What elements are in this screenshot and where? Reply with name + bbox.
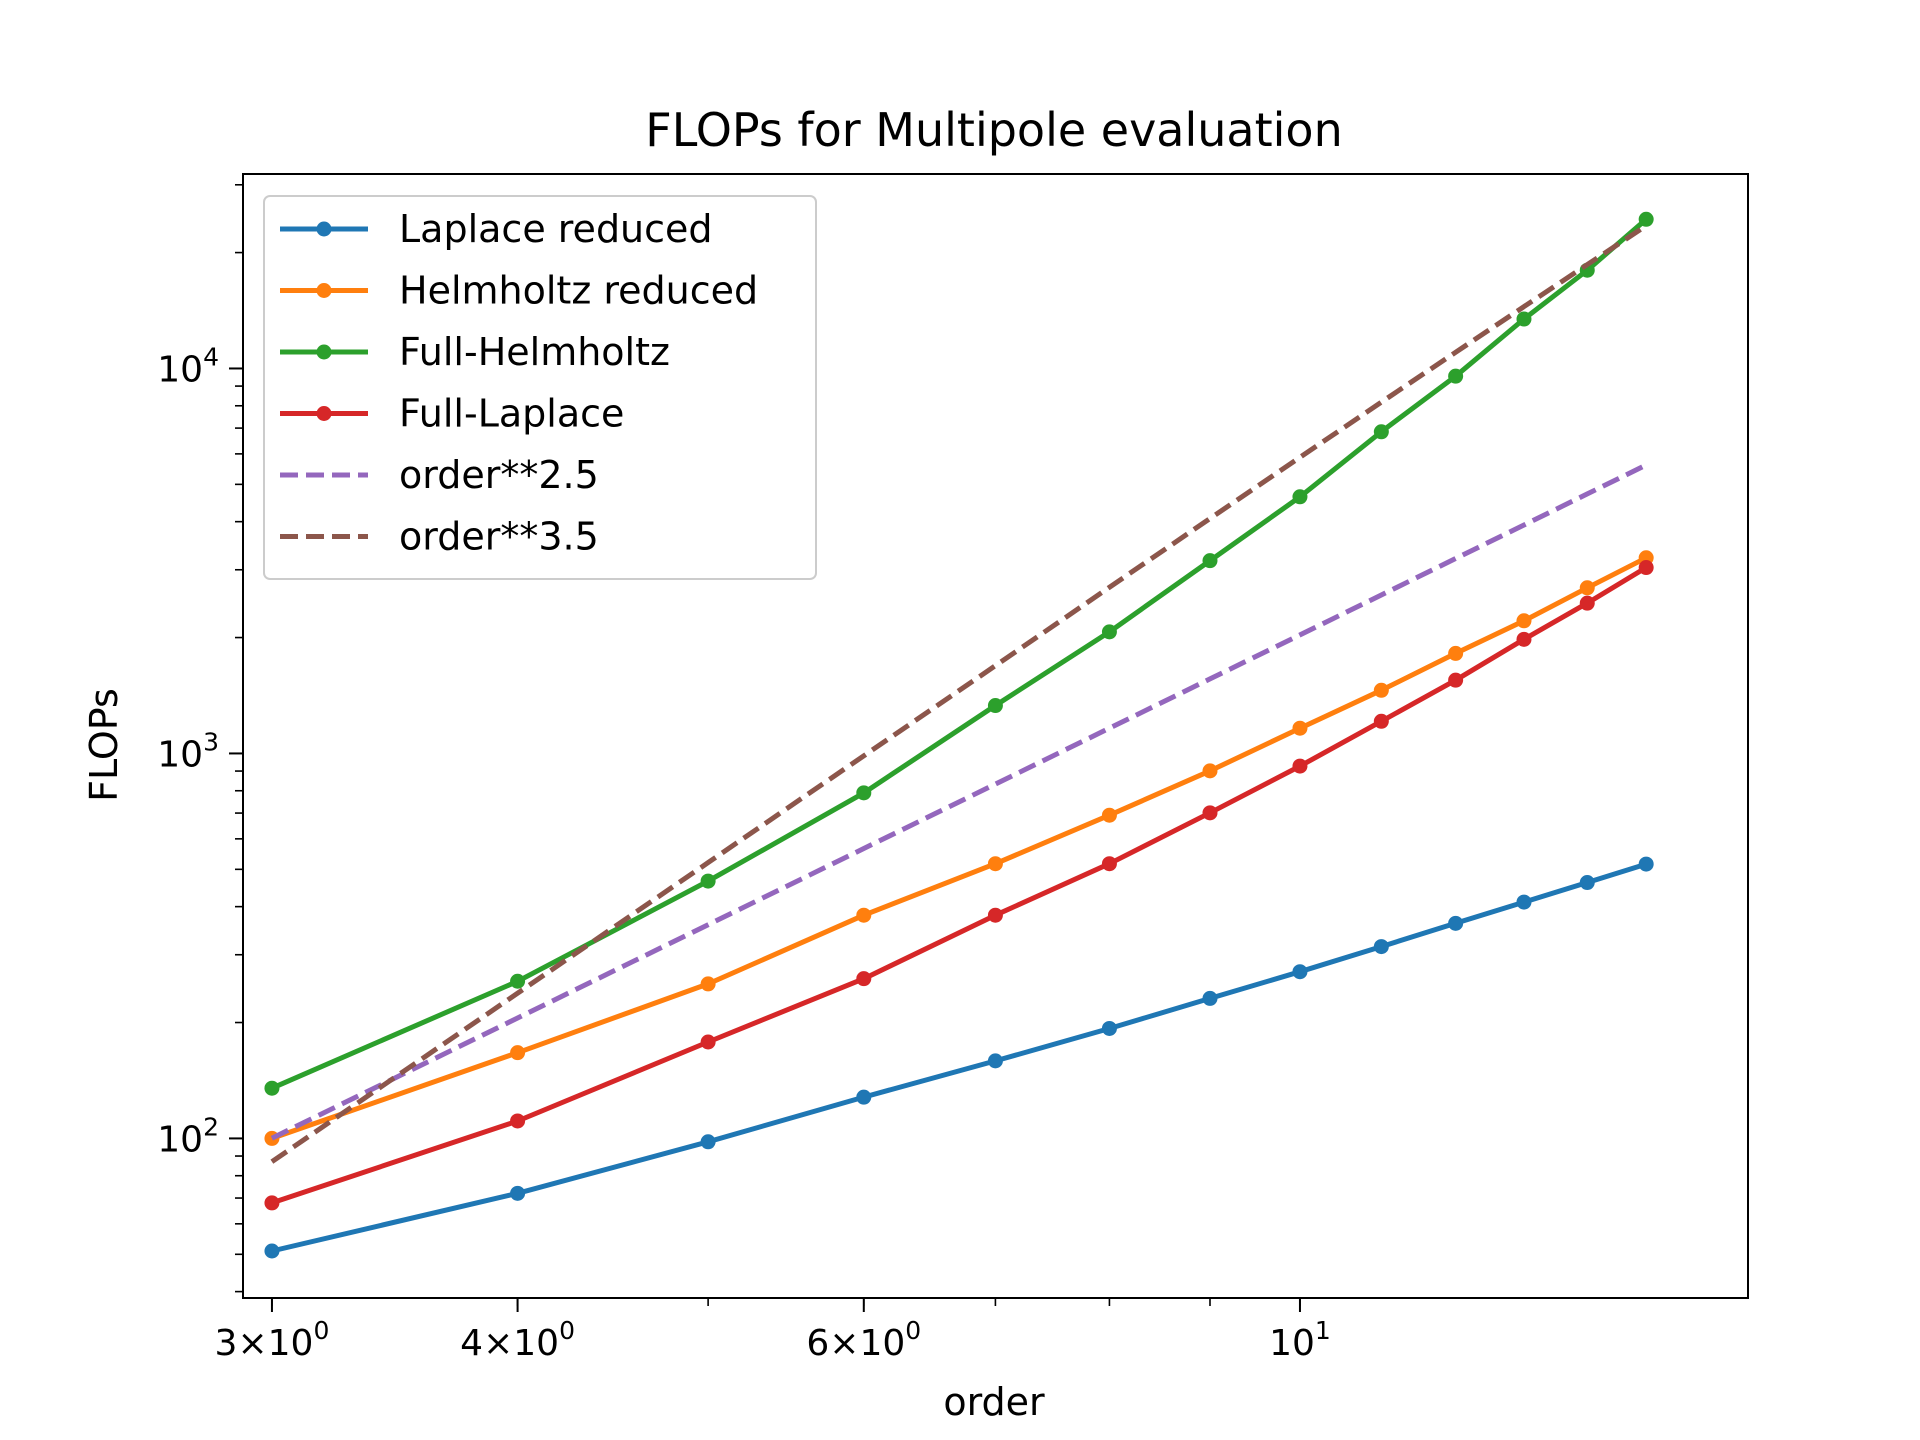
x-tick-label: 6×100 <box>806 1316 921 1364</box>
data-point-full-laplace <box>1101 856 1117 872</box>
series-line-order-3-5 <box>270 223 1648 1164</box>
data-point-laplace-reduced <box>1373 939 1389 955</box>
data-point-full-laplace <box>1448 672 1464 688</box>
data-point-full-helmholtz <box>510 973 526 989</box>
data-point-helmholtz-reduced <box>987 856 1003 872</box>
data-point-laplace-reduced <box>1101 1020 1117 1036</box>
data-point-full-laplace <box>700 1034 716 1050</box>
data-point-laplace-reduced <box>1202 990 1218 1006</box>
data-point-full-helmholtz <box>987 698 1003 714</box>
data-point-laplace-reduced <box>700 1134 716 1150</box>
data-point-full-laplace <box>510 1113 526 1129</box>
data-point-full-laplace <box>1516 631 1532 647</box>
legend-label-full-helmholtz: Full-Helmholtz <box>399 330 670 374</box>
y-tick-label: 102 <box>157 1112 219 1160</box>
data-point-full-laplace <box>1638 560 1654 576</box>
y-tick-label: 104 <box>157 342 219 390</box>
data-point-full-laplace <box>987 907 1003 923</box>
data-point-full-helmholtz <box>856 785 872 801</box>
data-point-full-laplace <box>264 1195 280 1211</box>
legend: Laplace reduced Helmholtz reduced Full-Hel… <box>263 195 817 580</box>
data-point-full-helmholtz <box>1373 424 1389 440</box>
data-point-full-helmholtz <box>1638 211 1654 227</box>
data-point-helmholtz-reduced <box>1579 580 1595 596</box>
legend-marker-laplace-reduced <box>316 221 332 237</box>
x-tick-label: 3×100 <box>215 1316 330 1364</box>
legend-label-order-3-5: order**3.5 <box>399 515 599 559</box>
legend-label-order-2-5: order**2.5 <box>399 453 599 497</box>
series-group <box>264 211 1654 1259</box>
legend-label-full-laplace: Full-Laplace <box>399 392 624 436</box>
legend-label-laplace-reduced: Laplace reduced <box>399 207 713 251</box>
data-point-helmholtz-reduced <box>1202 763 1218 779</box>
data-point-helmholtz-reduced <box>1292 720 1308 736</box>
data-point-full-helmholtz <box>1202 553 1218 569</box>
legend-box <box>263 195 817 580</box>
data-point-full-laplace <box>1579 595 1595 611</box>
data-point-full-helmholtz <box>1448 368 1464 384</box>
data-point-laplace-reduced <box>510 1185 526 1201</box>
data-point-laplace-reduced <box>1638 856 1654 872</box>
data-point-full-helmholtz <box>264 1080 280 1096</box>
legend-marker-full-helmholtz <box>316 344 332 360</box>
chart-title: FLOPs for Multipole evaluation <box>645 103 1342 157</box>
x-tick-label: 101 <box>1269 1316 1331 1364</box>
data-point-helmholtz-reduced <box>856 907 872 923</box>
data-point-helmholtz-reduced <box>510 1045 526 1061</box>
data-point-laplace-reduced <box>987 1053 1003 1069</box>
data-point-helmholtz-reduced <box>700 976 716 992</box>
data-point-full-helmholtz <box>1292 489 1308 505</box>
legend-marker-helmholtz-reduced <box>316 283 332 298</box>
data-point-laplace-reduced <box>856 1089 872 1105</box>
data-point-helmholtz-reduced <box>1516 613 1532 629</box>
data-point-helmholtz-reduced <box>1373 682 1389 698</box>
data-point-full-laplace <box>856 971 872 987</box>
data-point-helmholtz-reduced <box>1448 645 1464 661</box>
data-point-laplace-reduced <box>1292 964 1308 980</box>
plot-area: 3×100 4×100 6×100 101 102 103 104 <box>157 173 1749 1364</box>
data-point-laplace-reduced <box>1516 894 1532 910</box>
data-point-full-helmholtz <box>700 873 716 889</box>
data-point-full-laplace <box>1373 713 1389 729</box>
x-tick-label: 4×100 <box>460 1316 575 1364</box>
data-point-laplace-reduced <box>1579 875 1595 891</box>
y-tick-label: 103 <box>157 727 219 775</box>
data-point-full-helmholtz <box>1516 311 1532 327</box>
data-point-full-helmholtz <box>1101 624 1117 640</box>
legend-marker-full-laplace <box>316 406 332 421</box>
data-point-laplace-reduced <box>264 1243 280 1259</box>
legend-label-helmholtz-reduced: Helmholtz reduced <box>399 269 758 313</box>
x-axis-label: order <box>943 1380 1045 1424</box>
data-point-helmholtz-reduced <box>1101 807 1117 823</box>
series-line-order-2-5 <box>270 462 1648 1141</box>
data-point-laplace-reduced <box>1448 915 1464 931</box>
data-point-full-laplace <box>1292 758 1308 774</box>
y-axis-label: FLOPs <box>82 688 126 802</box>
data-point-full-laplace <box>1202 805 1218 821</box>
